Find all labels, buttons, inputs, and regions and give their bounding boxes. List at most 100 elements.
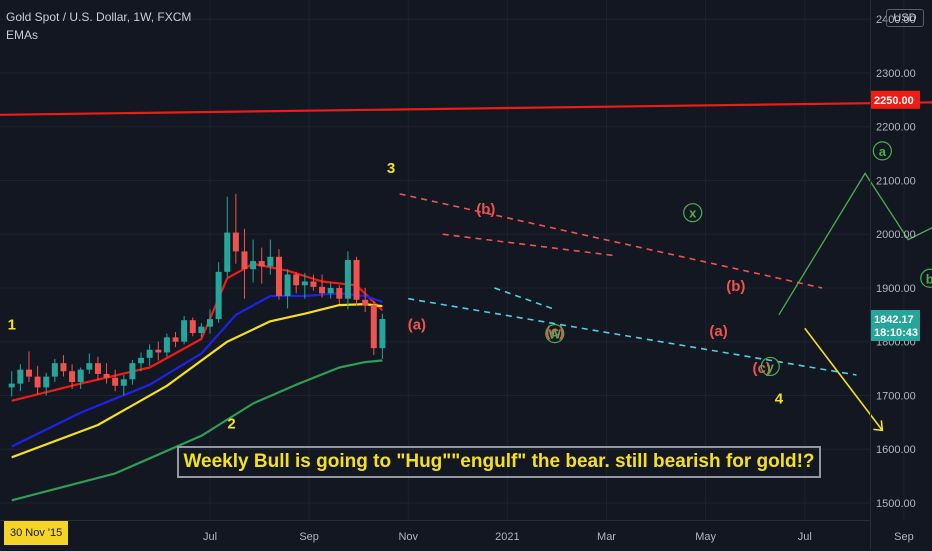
wave-label-circle: [545, 324, 565, 344]
time-tick-label: Sep: [894, 531, 914, 543]
candle: [198, 326, 205, 334]
candle: [34, 376, 41, 388]
candle: [241, 251, 248, 270]
wave-label: a: [879, 144, 887, 159]
candle: [172, 337, 179, 342]
channel-lines: [399, 193, 857, 376]
channel-line: [399, 193, 823, 289]
candle: [224, 232, 231, 272]
currency-button[interactable]: USD: [886, 9, 924, 27]
time-tick-label: Nov: [398, 531, 418, 543]
channel-line: [442, 233, 616, 257]
candle: [362, 299, 369, 306]
price-badge: [870, 323, 920, 342]
chart-header: Gold Spot / U.S. Dollar, 1W, FXCM EMAs: [6, 9, 191, 43]
price-tick-label: 1600.00: [876, 444, 916, 456]
time-tick-label: Jul: [798, 531, 812, 543]
wave-label-circle: [683, 203, 703, 223]
candle: [207, 319, 213, 327]
candle: [319, 286, 326, 294]
wave-label: 2: [227, 415, 235, 432]
candle: [275, 256, 282, 296]
channel-line: [494, 287, 556, 311]
candle: [103, 373, 110, 378]
ema-line: [11, 262, 384, 402]
wave-label: y: [767, 359, 775, 374]
candle: [232, 232, 239, 252]
candle: [77, 369, 84, 382]
candle: [344, 259, 351, 299]
candle: [120, 379, 127, 386]
price-badge-label: 18:10:43: [874, 327, 918, 339]
price-axis[interactable]: [870, 0, 932, 550]
wave-label: (c): [546, 323, 564, 340]
candle: [258, 261, 265, 267]
candle: [112, 377, 119, 386]
candle: [267, 256, 274, 267]
candle: [146, 349, 153, 358]
forecast-arrowhead: [873, 420, 884, 432]
price-tick-label: 2200.00: [876, 122, 916, 134]
candle: [370, 305, 377, 349]
forecast-arrow: [804, 327, 883, 431]
price-tick-label: 2300.00: [876, 68, 916, 80]
wave-label-circle: [920, 268, 932, 288]
wave-label: (a): [709, 323, 727, 340]
wave-label: 1: [8, 316, 16, 333]
candle: [301, 281, 308, 286]
symbol-title[interactable]: Gold Spot / U.S. Dollar, 1W, FXCM: [6, 10, 192, 24]
candle: [163, 337, 170, 353]
wave-label-circle: [760, 356, 780, 377]
price-tick-label: 2100.00: [876, 175, 916, 187]
wave-label: x: [689, 206, 697, 221]
projection-path: [778, 172, 932, 432]
ema-line: [11, 303, 383, 459]
price-tick-label: 2000.00: [876, 229, 916, 241]
candle: [69, 371, 76, 382]
ema-line: [11, 359, 383, 502]
range-start-badge: 30 Nov '15: [4, 521, 69, 545]
wave-label: b: [926, 271, 932, 286]
candle: [336, 287, 343, 299]
candle: [129, 363, 136, 380]
candle: [60, 363, 67, 372]
time-tick-label: Jul: [203, 531, 217, 543]
candle: [138, 357, 145, 364]
time-tick-label: 2021: [495, 531, 519, 543]
candles: [8, 193, 386, 397]
price-badge-label: 2250.00: [874, 95, 914, 107]
wave-label: W: [549, 327, 562, 342]
trend-lines: [0, 101, 932, 116]
time-tick-label: Sep: [299, 531, 319, 543]
projection-line: [778, 172, 932, 316]
wave-label: 4: [775, 391, 784, 408]
indicator-label[interactable]: EMAs: [6, 28, 39, 42]
wave-label: (b): [476, 201, 495, 218]
candle: [189, 320, 196, 334]
candle: [155, 349, 162, 353]
time-tick-label: May: [695, 531, 716, 543]
wave-label: 3: [387, 160, 395, 177]
time-axis[interactable]: [0, 520, 870, 551]
channel-line: [408, 297, 857, 376]
price-tick-label: 1500.00: [876, 498, 916, 510]
candle: [17, 369, 24, 384]
annotation-callout[interactable]: Weekly Bull is going to "Hug""engulf" th…: [177, 446, 821, 478]
candle: [181, 320, 188, 342]
candle: [215, 271, 222, 320]
wave-labels: 12345(C)b(a)(b)(b)(a)(c)(c)WyxabcY: [8, 141, 932, 432]
axis-labels: 2400.00 2300.00 2200.00 2100.00 2000.00 1900.…: [203, 14, 920, 543]
candle: [8, 383, 15, 388]
wave-label: (b): [726, 278, 745, 295]
price-badge: [870, 90, 920, 109]
candle: [379, 319, 386, 349]
wave-label-circle: [872, 141, 892, 161]
price-tick-label: 1700.00: [876, 390, 916, 402]
candle: [310, 281, 317, 287]
ema-line: [11, 292, 383, 448]
candle: [284, 274, 291, 296]
candle: [94, 363, 101, 374]
candle: [250, 261, 257, 270]
